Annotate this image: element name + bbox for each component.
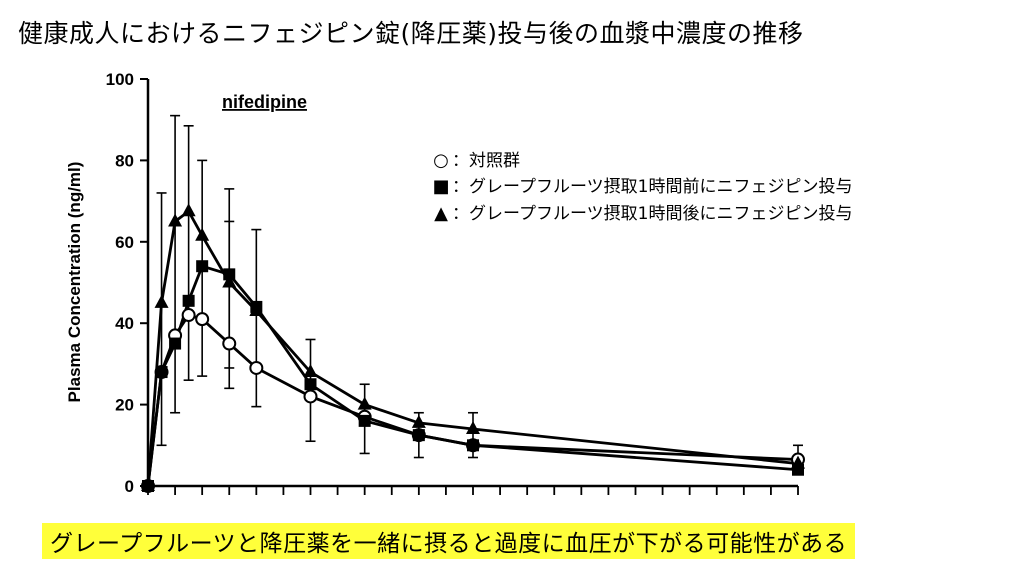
y-tick-label: 60 [115, 233, 134, 252]
data-point-triangle [303, 364, 318, 378]
data-point-triangle [411, 414, 426, 428]
legend-separator: ： [452, 151, 469, 171]
series-line [146, 209, 799, 487]
data-point-circle [222, 336, 237, 351]
y-tick-label: 0 [125, 477, 134, 496]
legend-separator: ： [452, 177, 469, 197]
data-point-square [412, 429, 425, 442]
y-tick-label: 80 [115, 151, 134, 170]
series-markers [141, 203, 805, 493]
data-point-triangle [222, 274, 237, 288]
y-tick-label: 40 [115, 314, 134, 333]
data-point-triangle [249, 302, 264, 316]
data-point-square [169, 337, 182, 350]
y-axis-label: Plasma Concentration (ng/ml) [65, 162, 84, 403]
legend-label-control: 対照群 [469, 151, 520, 171]
legend-label-after: グレープフルーツ摂取1時間後にニフェジピン投与 [469, 204, 853, 224]
y-tick-label: 100 [106, 70, 134, 89]
data-point-triangle [181, 203, 196, 217]
y-tick-label: 20 [115, 396, 134, 415]
data-point-triangle [466, 421, 480, 435]
data-point-square [196, 260, 209, 273]
open-circle-icon: ○ [433, 150, 449, 171]
data-point-triangle [141, 478, 155, 491]
data-point-circle [249, 360, 264, 375]
legend-item-before: ■ ：グレープフルーツ摂取1時間前にニフェジピン投与 [430, 172, 852, 197]
data-point-triangle [791, 455, 805, 469]
data-point-circle [181, 308, 196, 323]
data-point-triangle [195, 227, 210, 241]
legend-item-after: ▲ ：グレープフルーツ摂取1時間後にニフェジピン投与 [430, 199, 852, 224]
legend-label-before: グレープフルーツ摂取1時間前にニフェジピン投与 [469, 177, 853, 197]
data-point-square [358, 414, 371, 427]
legend-item-control: ○ ：対照群 [430, 146, 520, 171]
data-point-square [467, 439, 479, 452]
data-point-circle [195, 312, 210, 327]
chart-axes: 0 20 40 60 80 100 [106, 70, 799, 496]
data-point-square [182, 294, 195, 307]
chart-title: nifedipine [222, 92, 307, 112]
data-point-square [223, 268, 236, 281]
data-point-triangle [154, 294, 169, 308]
legend-separator: ： [452, 204, 469, 224]
data-point-triangle [357, 396, 372, 410]
filled-square-icon: ■ [432, 176, 450, 197]
filled-triangle-icon: ▲ [434, 203, 448, 224]
data-point-triangle [168, 213, 183, 227]
caption-highlight: グレープフルーツと降圧薬を一緒に摂ると過度に血圧が下がる可能性がある [42, 523, 856, 559]
data-point-square [155, 366, 168, 379]
series-line [146, 313, 799, 487]
data-point-circle [303, 389, 318, 404]
page-title: 健康成人におけるニフェジピン錠(降圧薬)投与後の血漿中濃度の推移 [18, 19, 804, 48]
data-point-square [304, 378, 317, 391]
